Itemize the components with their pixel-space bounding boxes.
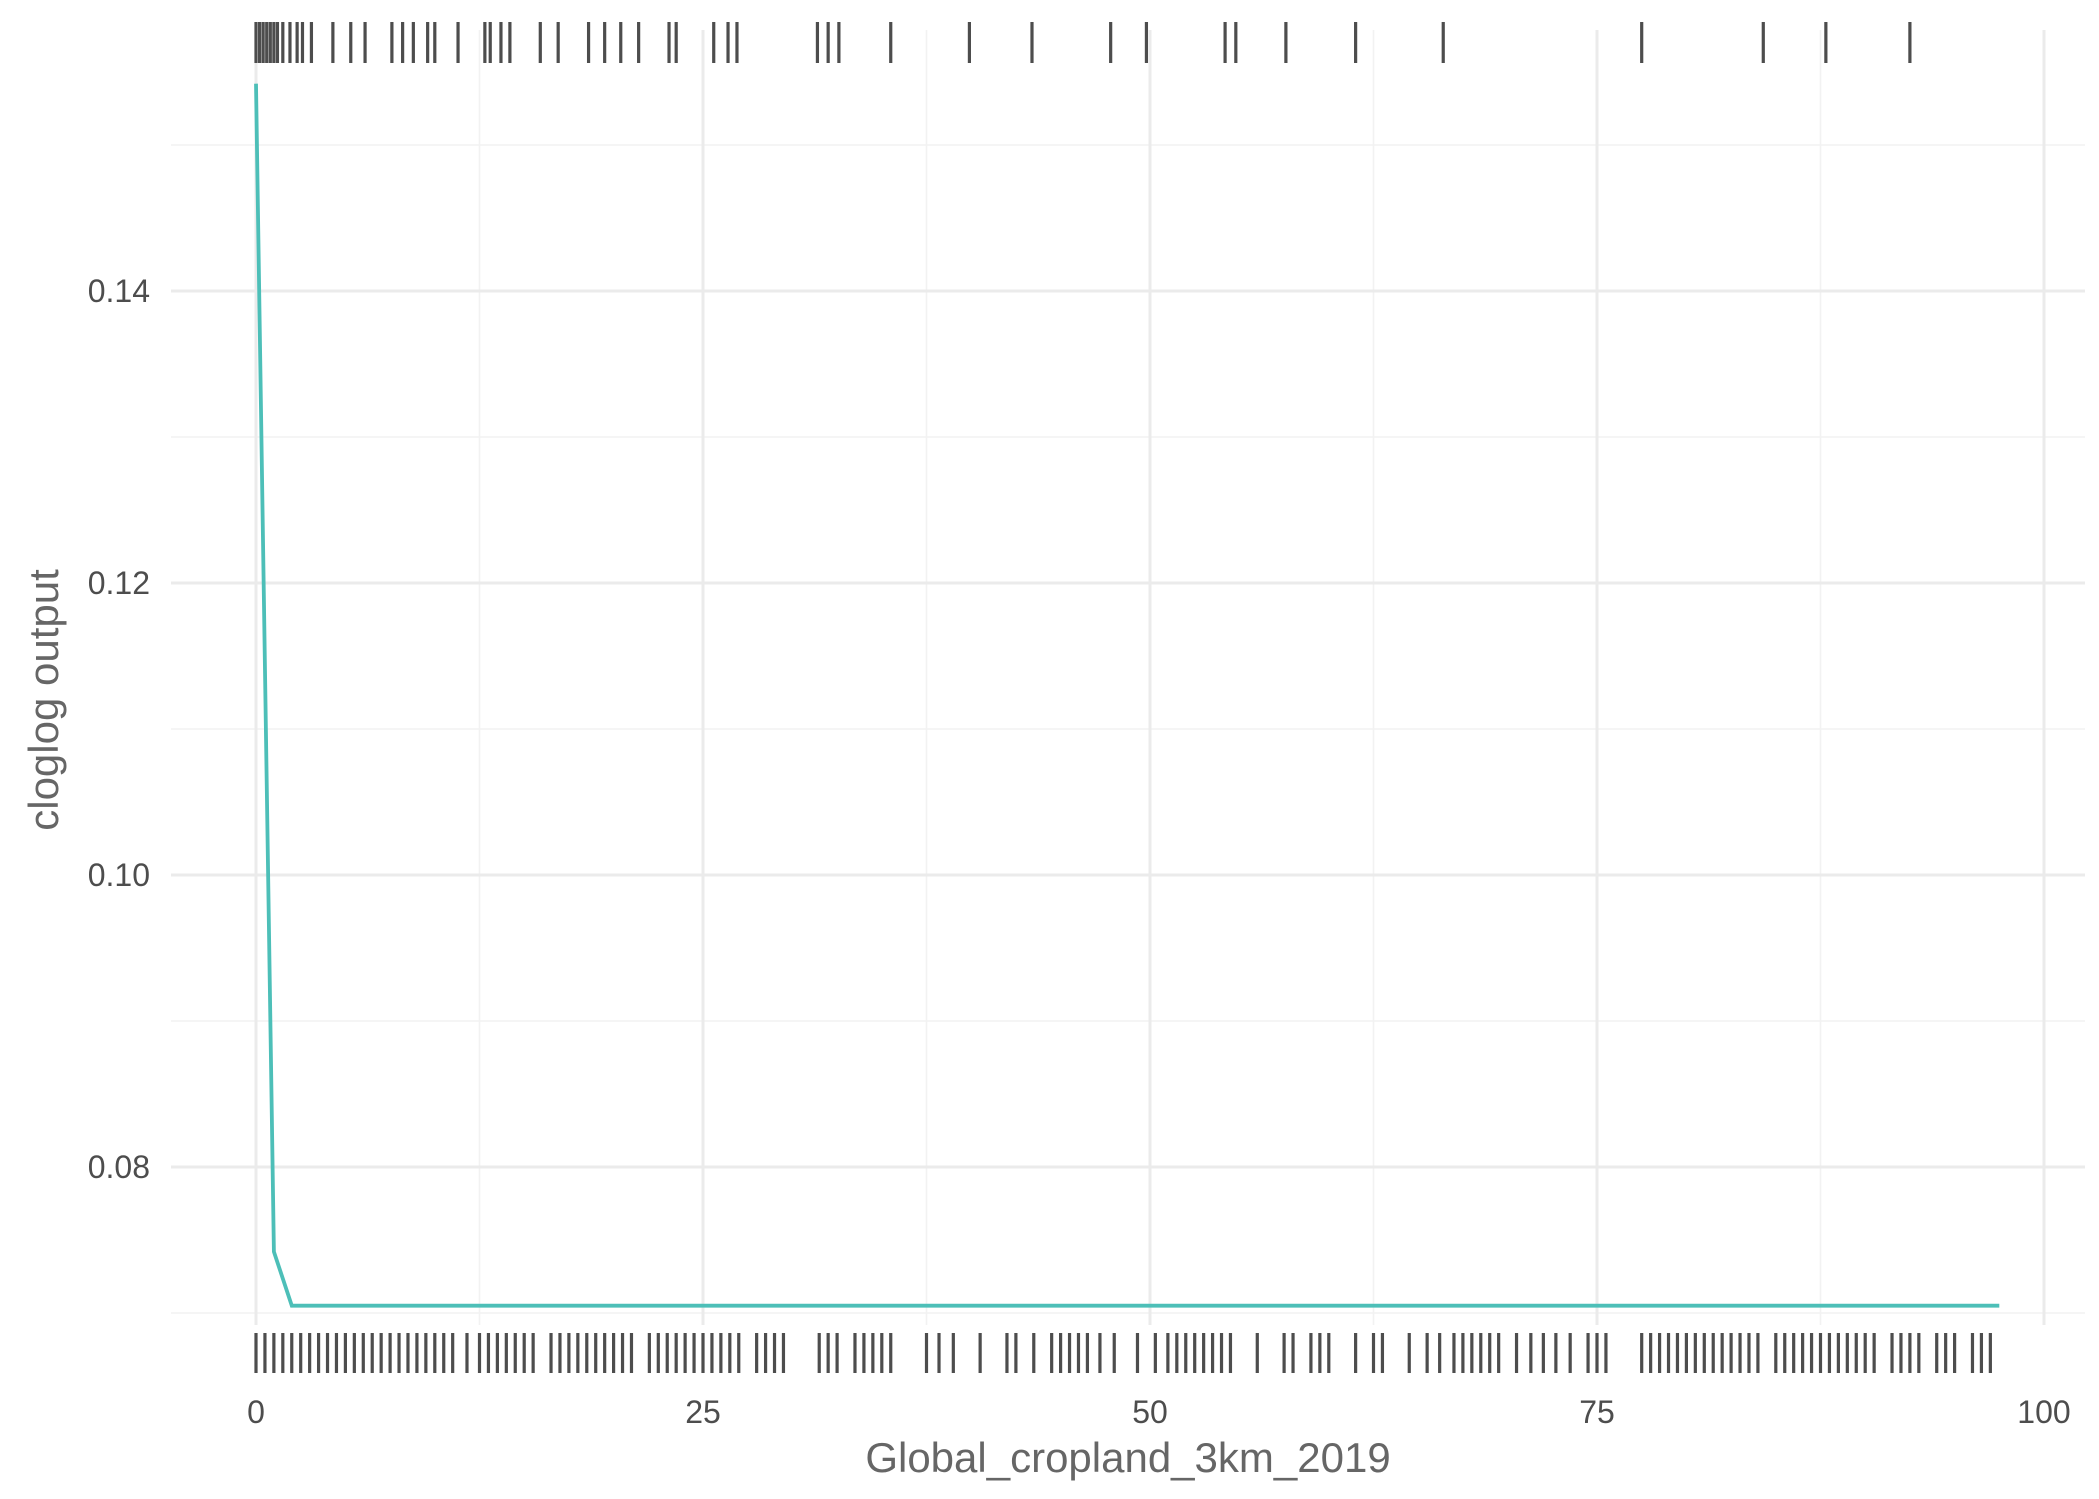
x-axis-ticks: 0 25 50 75 100 <box>247 1394 2071 1430</box>
x-tick-label: 100 <box>2017 1394 2070 1430</box>
x-tick-label: 50 <box>1132 1394 1168 1430</box>
x-tick-label: 25 <box>685 1394 721 1430</box>
rug-top <box>254 22 1912 63</box>
y-tick-label: 0.08 <box>88 1149 150 1185</box>
y-axis-ticks: 0.08 0.10 0.12 0.14 <box>88 273 150 1185</box>
y-tick-label: 0.10 <box>88 857 150 893</box>
x-axis-title: Global_cropland_3km_2019 <box>865 1434 1390 1481</box>
grid <box>171 30 2085 1325</box>
response-curve <box>254 83 2000 1308</box>
x-tick-label: 0 <box>247 1394 265 1430</box>
y-tick-label: 0.14 <box>88 273 150 309</box>
y-tick-label: 0.12 <box>88 565 150 601</box>
rug-bottom <box>254 1333 1992 1373</box>
x-tick-label: 75 <box>1579 1394 1615 1430</box>
y-axis-title: cloglog output <box>20 569 67 831</box>
